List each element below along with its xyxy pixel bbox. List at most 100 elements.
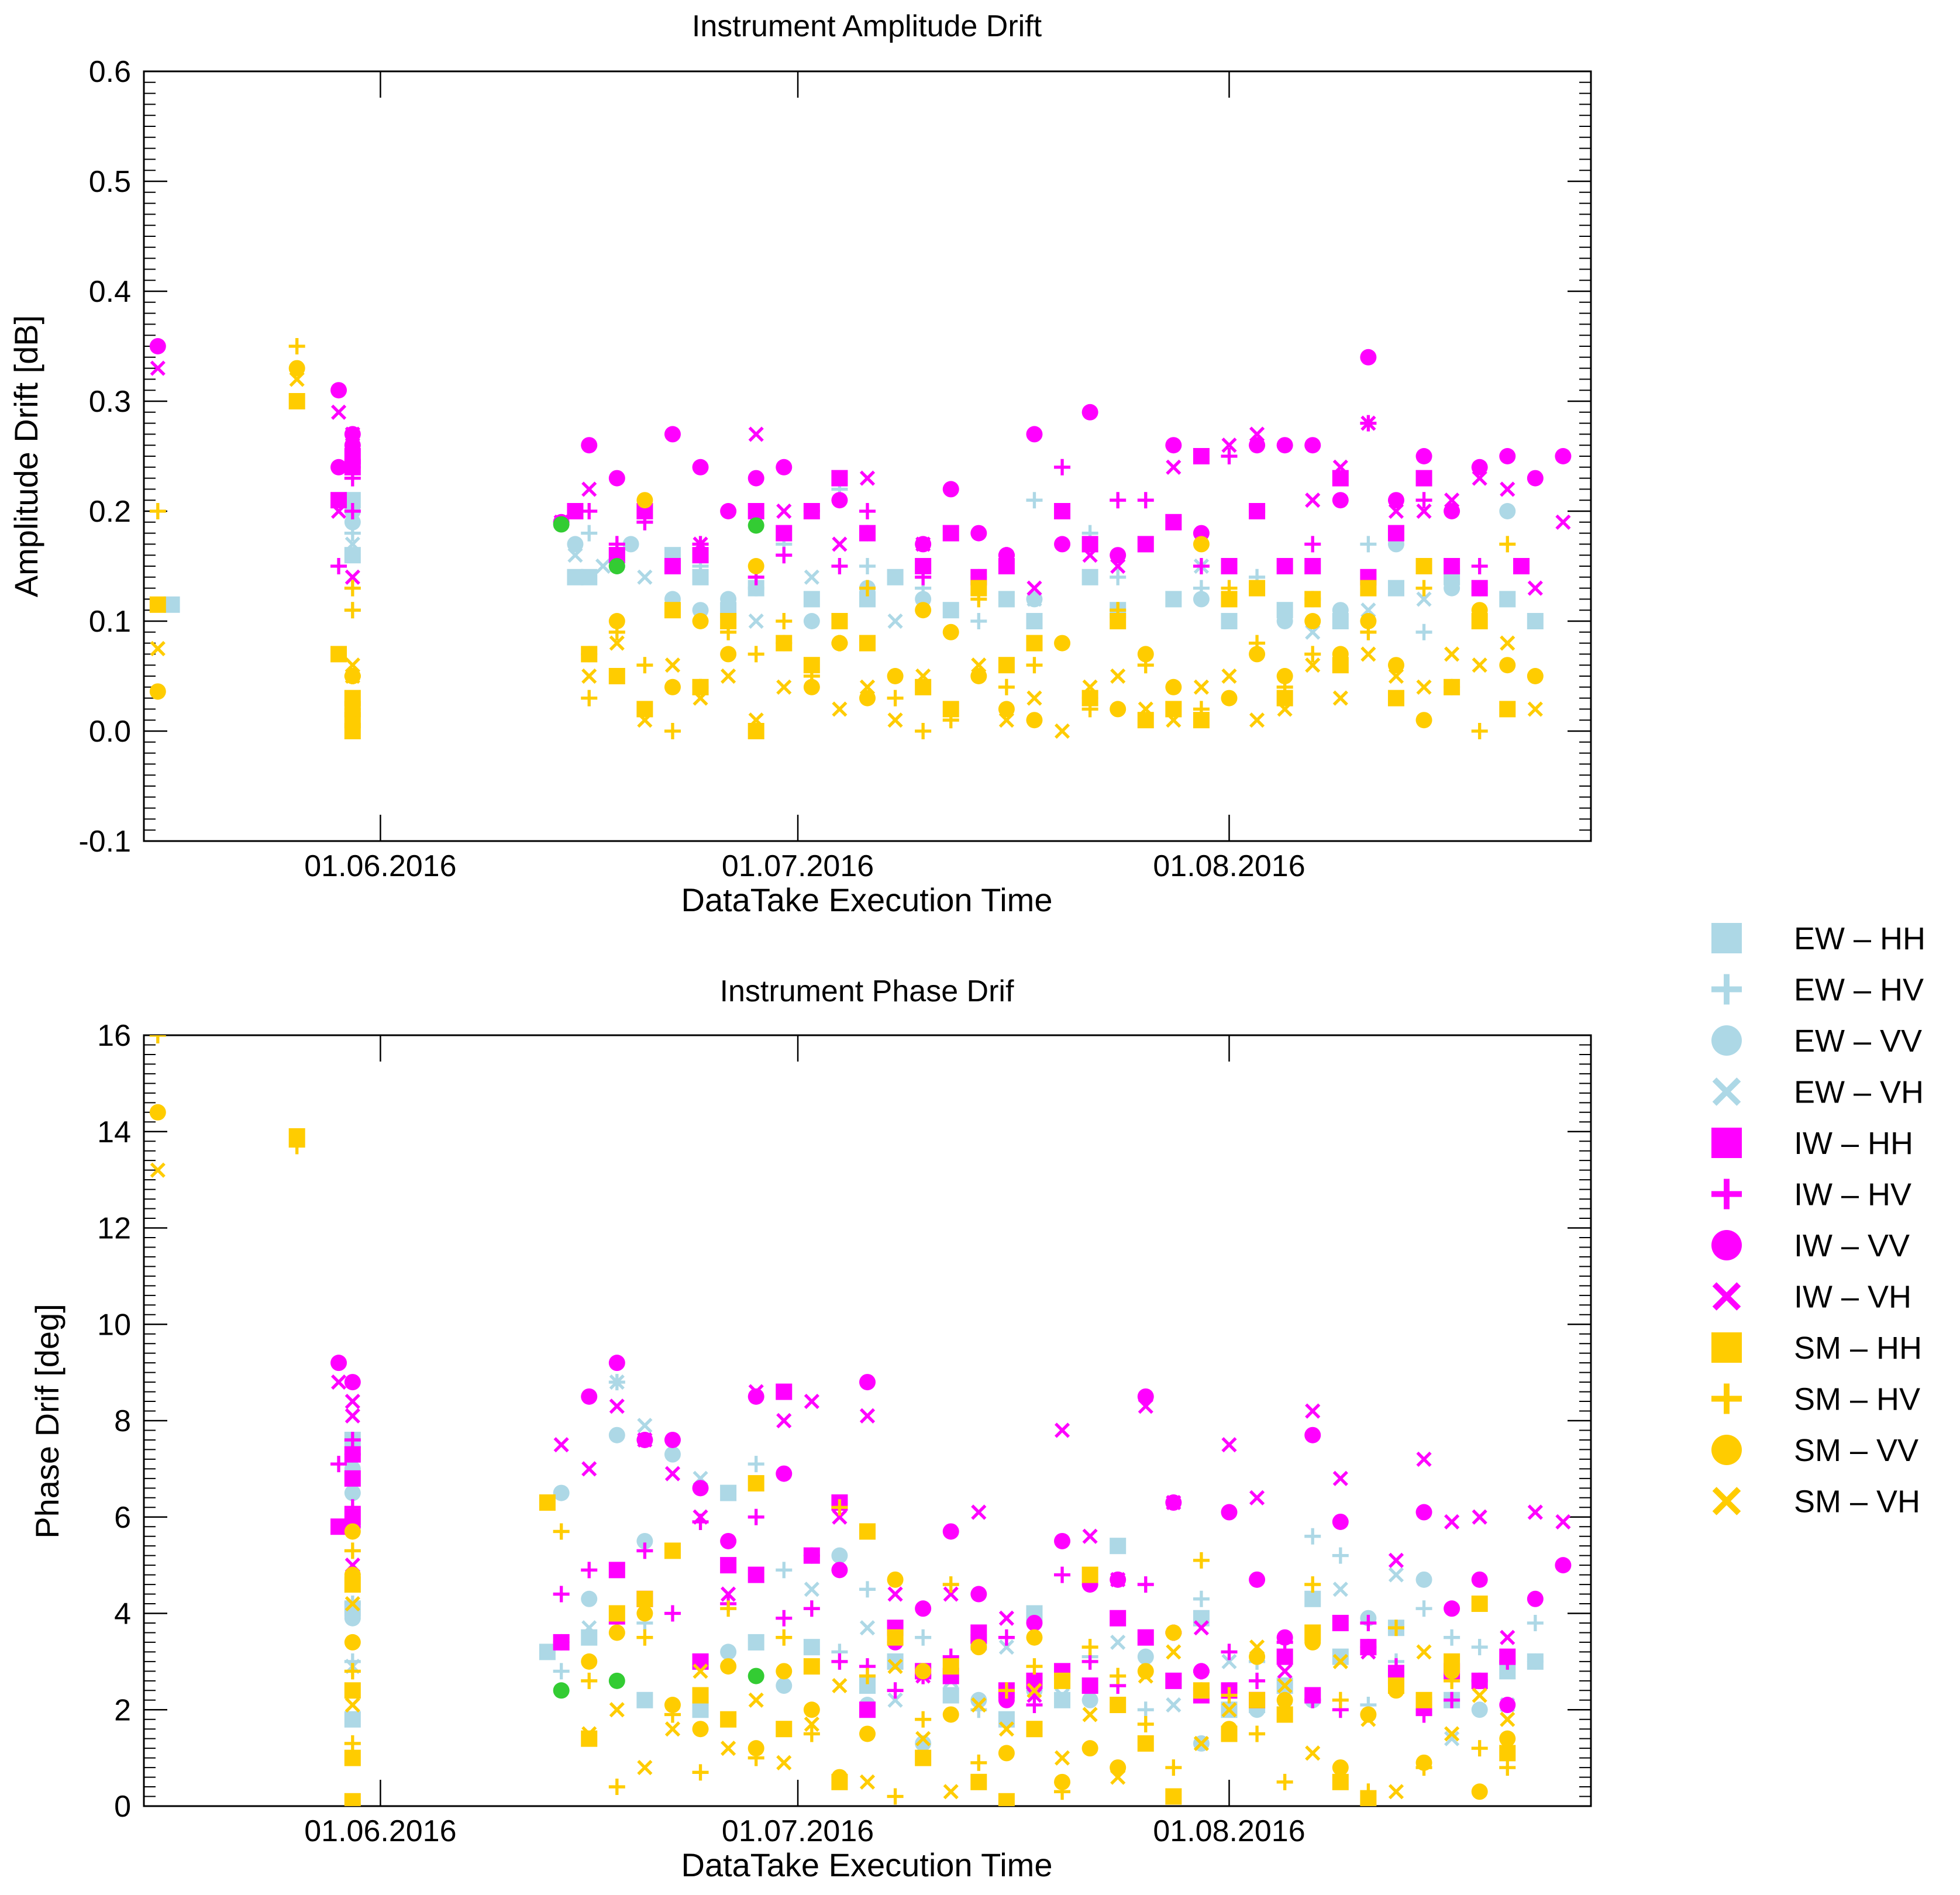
point-iw-vv (581, 1388, 598, 1405)
point-ew-hh (998, 591, 1015, 608)
legend-marker (1711, 1435, 1742, 1465)
point-ew-hv (1360, 536, 1377, 553)
point-ew-vv (1444, 580, 1460, 597)
point-ew-vh (998, 1639, 1014, 1655)
point-iw-hh (942, 525, 959, 542)
point-sm-hv (344, 580, 361, 597)
point-sm-vh (1110, 1769, 1126, 1785)
point-sm-hh (1332, 1773, 1349, 1790)
point-ew-hv (1415, 623, 1432, 640)
point-sm-vh (943, 1784, 959, 1800)
point-iw-vv (970, 1586, 987, 1603)
point-iw-vv (692, 459, 709, 476)
point-ew-hv (1527, 1614, 1544, 1631)
point-green (553, 516, 570, 533)
point-iw-hh (608, 1562, 625, 1579)
x-axis-label: DataTake Execution Time (681, 1846, 1053, 1883)
point-iw-hh (664, 558, 681, 574)
point-iw-vv (1499, 1697, 1516, 1714)
y-tick-label: -0.1 (78, 825, 131, 859)
point-green (553, 1682, 570, 1699)
point-sm-hv (1499, 1759, 1516, 1776)
point-sm-hv (1360, 1783, 1377, 1800)
y-tick-label: 6 (114, 1501, 131, 1535)
point-sm-vv (720, 646, 737, 663)
point-iw-vh (859, 1408, 876, 1424)
point-sm-vv (1193, 536, 1210, 553)
point-sm-hh (803, 1658, 820, 1675)
point-sm-hv (942, 712, 959, 729)
point-sm-vh (1193, 1735, 1210, 1751)
point-sm-vh (1500, 635, 1515, 651)
point-sm-vv (859, 1725, 876, 1742)
point-iw-hv (344, 1499, 361, 1516)
y-tick-label: 0.0 (89, 715, 131, 749)
point-sm-hv (1499, 536, 1516, 553)
point-ew-hh (567, 568, 584, 585)
point-iw-hv (1249, 503, 1266, 519)
point-sm-vv (1276, 1691, 1293, 1708)
legend-label: SM – VV (1794, 1433, 1918, 1468)
point-sm-hv (1387, 1620, 1404, 1636)
point-iw-hh (1081, 1677, 1098, 1694)
y-tick-label: 8 (114, 1404, 131, 1438)
point-sm-vv (608, 613, 625, 629)
point-iw-hv (1110, 492, 1127, 509)
point-sm-vv (859, 690, 876, 707)
chart-title: Instrument Phase Drif (720, 974, 1014, 1008)
point-iw-vh (1249, 426, 1265, 442)
point-sm-vv (887, 668, 904, 684)
point-sm-vv (344, 1566, 361, 1583)
point-sm-vv (803, 1701, 820, 1718)
point-sm-vv (1221, 690, 1238, 707)
point-iw-hv (831, 1653, 848, 1670)
point-sm-vh (1221, 668, 1237, 684)
point-ew-vv (1527, 1653, 1544, 1670)
point-iw-vv (1555, 1557, 1572, 1574)
point-sm-hv (859, 1667, 876, 1684)
point-iw-vh (1360, 1644, 1376, 1660)
point-iw-vv (831, 1562, 848, 1579)
point-sm-vv (1415, 1754, 1432, 1771)
point-ew-hh (163, 596, 180, 613)
point-sm-vv (1499, 1730, 1516, 1747)
point-ew-hv (748, 1456, 764, 1473)
point-iw-hh (1193, 448, 1210, 464)
y-tick-label: 0.3 (89, 385, 131, 419)
point-iw-vv (1332, 1513, 1349, 1530)
point-iw-vv (330, 459, 347, 476)
point-sm-hv (1249, 1725, 1266, 1742)
point-iw-hv (1387, 1658, 1404, 1675)
point-sm-hv (344, 1542, 361, 1559)
point-sm-vh (1360, 646, 1376, 662)
point-iw-hh (344, 1470, 361, 1487)
point-sm-vh (1444, 646, 1460, 662)
point-iw-vv (748, 470, 764, 487)
point-sm-hv (1276, 1773, 1293, 1790)
point-iw-hh (1276, 558, 1293, 574)
point-iw-vh (721, 1586, 736, 1602)
point-sm-hh (1415, 558, 1432, 574)
point-iw-hh (1165, 1672, 1182, 1689)
point-iw-hv (1304, 1691, 1321, 1708)
point-iw-vh (345, 1393, 360, 1410)
y-axis-label: Amplitude Drift [dB] (8, 315, 44, 597)
point-ew-vv (636, 1532, 653, 1549)
point-iw-hv (831, 558, 848, 574)
point-sm-vh (748, 712, 764, 728)
amplitude-drift-chart: Instrument Amplitude Drift -0.1 0.0 0.1 0.2… (8, 9, 1592, 918)
point-iw-vh (1332, 459, 1348, 475)
legend-item: IW – HH (1711, 1126, 1913, 1161)
point-sm-hv (692, 678, 709, 695)
point-ew-hv (1193, 1590, 1210, 1607)
point-sm-vv (1332, 1759, 1349, 1776)
point-ew-hh (1081, 568, 1098, 585)
point-sm-hv (692, 1764, 709, 1781)
point-sm-vh (832, 1677, 848, 1694)
point-sm-hv (1304, 1576, 1321, 1593)
legend-marker (1711, 1230, 1742, 1260)
point-ew-vh (1054, 1687, 1070, 1703)
legend-marker (1712, 1282, 1741, 1311)
point-sm-vh (1054, 723, 1070, 739)
point-sm-vh (1082, 679, 1098, 695)
